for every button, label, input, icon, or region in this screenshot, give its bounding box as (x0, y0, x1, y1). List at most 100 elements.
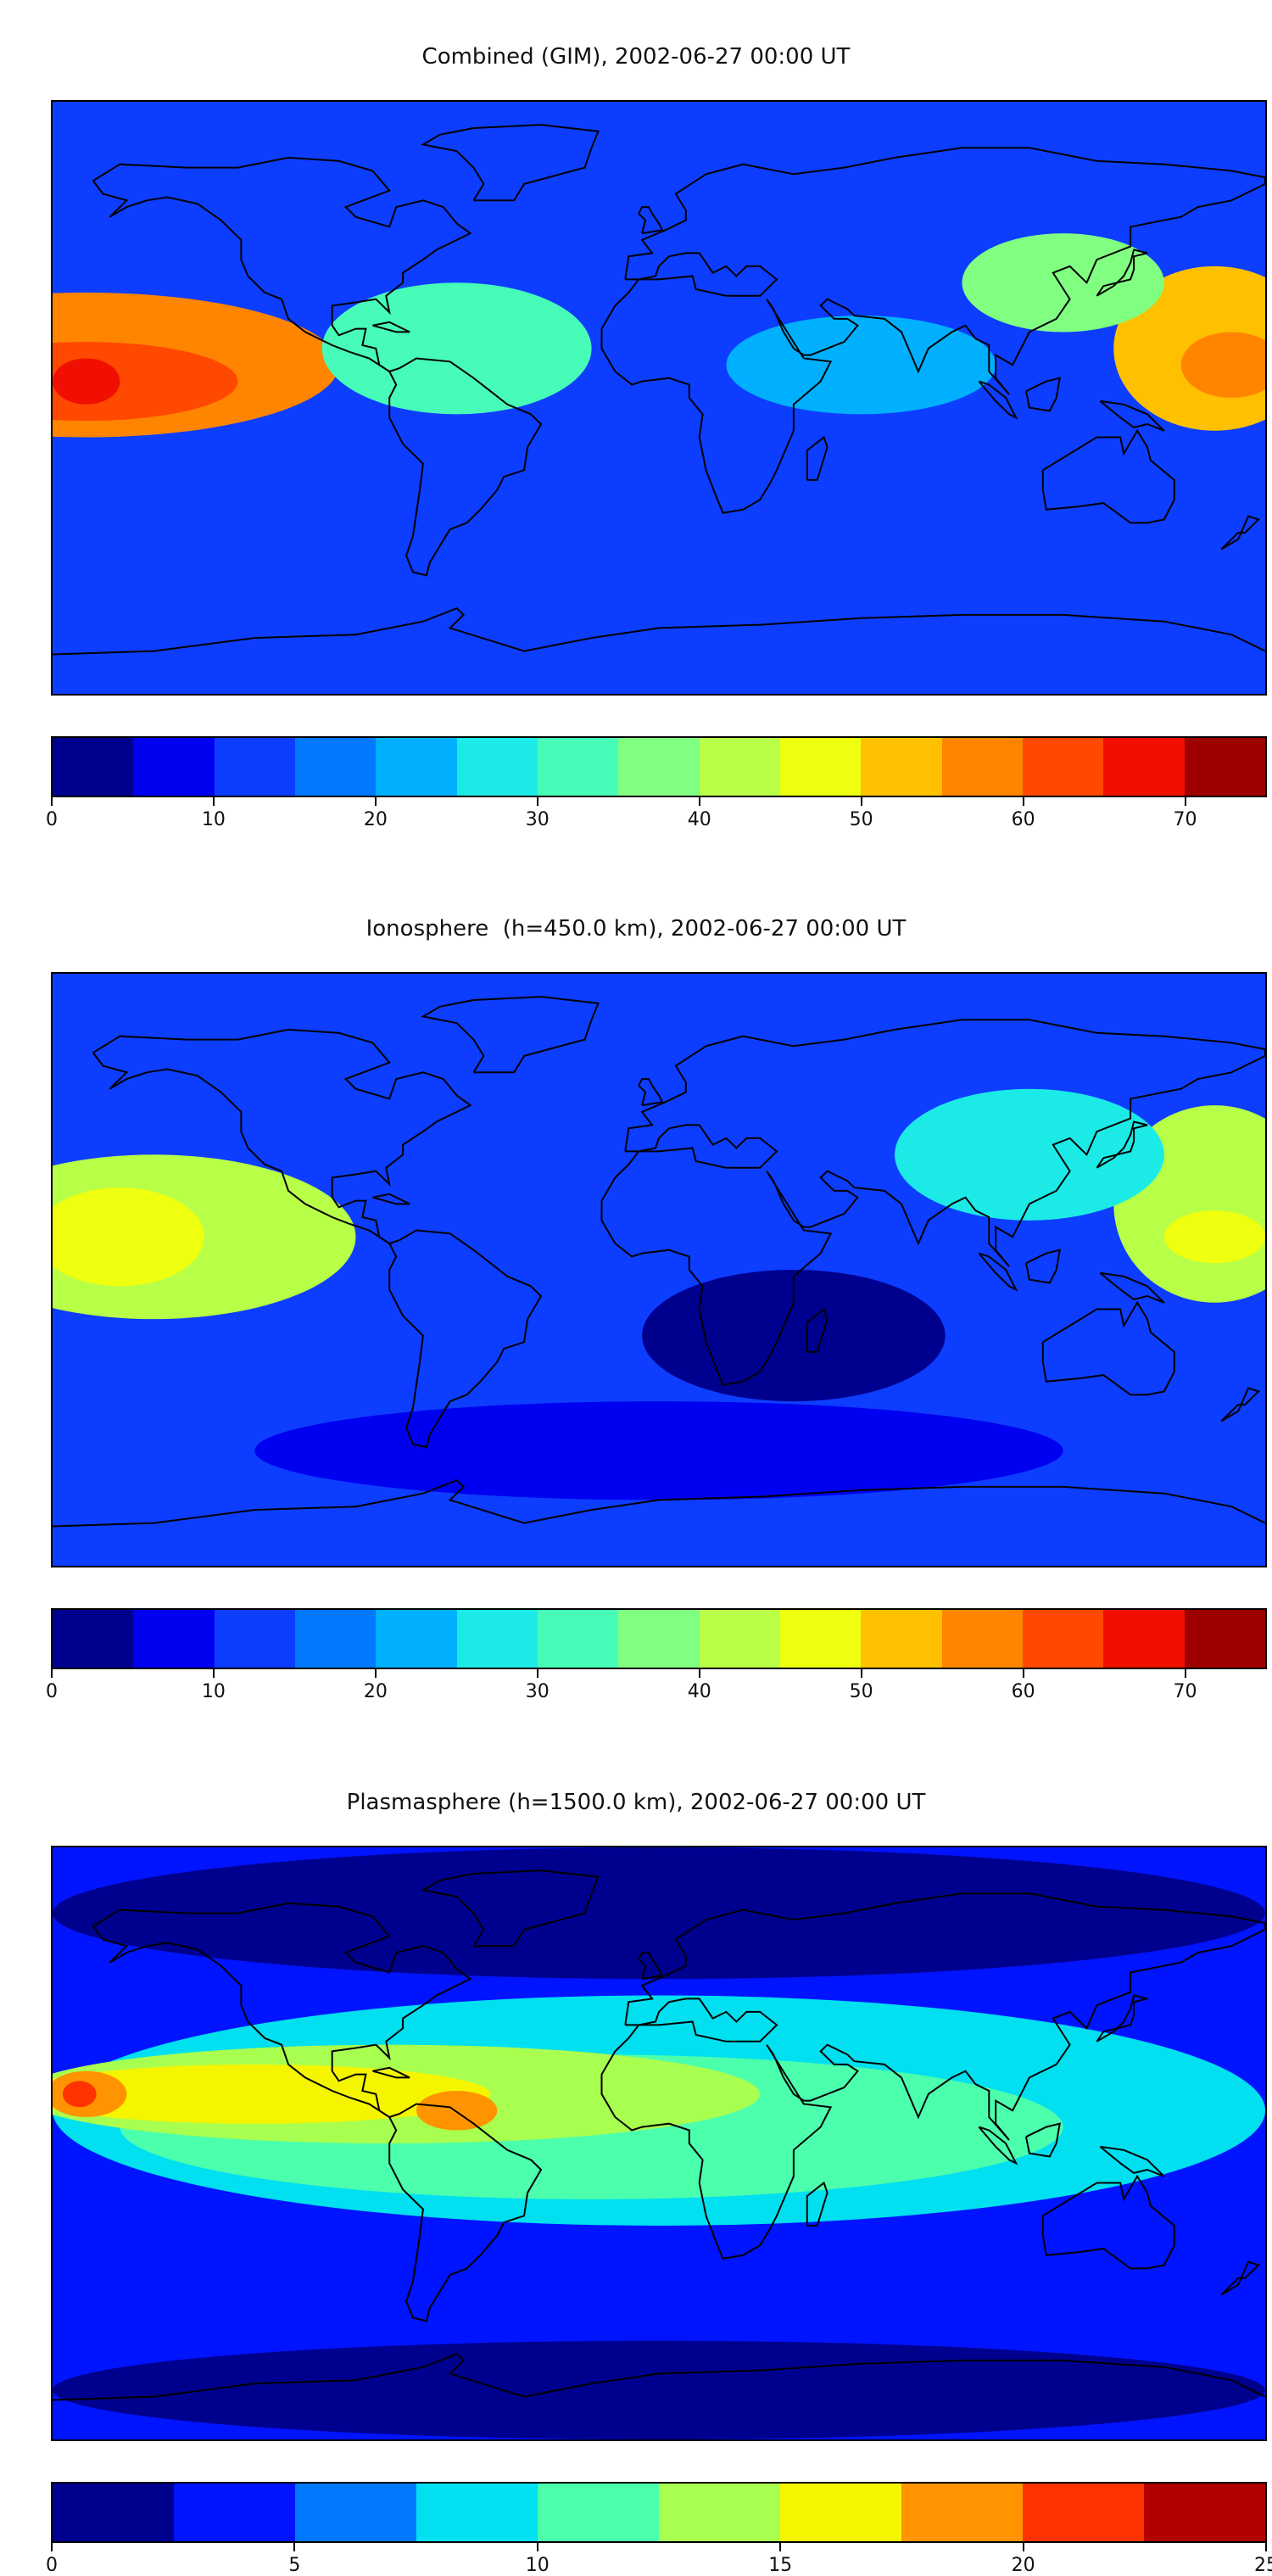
coastline-japan (1096, 249, 1148, 297)
colorbar-segment (174, 2484, 295, 2541)
panel-2-title: Ionosphere (h=450.0 km), 2002-06-27 00:0… (365, 916, 907, 942)
colorbar-segment (294, 738, 377, 796)
coastline-sumatra (978, 2126, 1018, 2165)
colorbar-tick-label: 20 (363, 1681, 388, 1702)
field-contour (726, 316, 996, 415)
coastline-antarctica (53, 607, 1265, 656)
colorbar-tick (51, 797, 53, 806)
coastline-australia (1041, 2174, 1175, 2270)
colorbar-segment (1144, 2484, 1265, 2541)
colorbar-segment (861, 738, 942, 796)
coastline-new-zealand (1220, 515, 1260, 550)
colorbar-segment (376, 738, 457, 796)
coastline-uk (637, 1952, 664, 1981)
colorbar-tick (374, 797, 377, 806)
colorbar-segment (538, 2484, 659, 2541)
panel-3-title: Plasmasphere (h=1500.0 km), 2002-06-27 0… (346, 1790, 926, 1815)
field-contour (642, 1270, 946, 1402)
colorbar-tick-label: 10 (525, 2555, 550, 2576)
colorbar-segment (618, 738, 700, 796)
field-contour (416, 2090, 498, 2131)
colorbar-segment (1184, 1610, 1265, 1668)
colorbar-tick (860, 797, 862, 806)
colorbar-tick (212, 1669, 215, 1678)
field-contour (53, 358, 120, 405)
colorbar-segment (699, 1610, 780, 1668)
coastline-antarctica (53, 2353, 1265, 2401)
colorbar-tick-label: 15 (768, 2555, 793, 2576)
colorbar-tick (536, 1669, 538, 1678)
colorbar-segment (376, 1610, 457, 1668)
colorbar-segment (779, 738, 862, 796)
colorbar-segment (1022, 738, 1104, 796)
colorbar-tick-label: 30 (525, 1681, 550, 1702)
field-contour (53, 2340, 1265, 2439)
colorbar-tick (698, 1669, 700, 1678)
coastline-greenland (421, 996, 600, 1074)
coastline-cuba (372, 321, 410, 333)
combined-map-plot (53, 102, 1265, 694)
colorbar-tick-label: 70 (1173, 809, 1197, 830)
coastline-new-guinea (1099, 400, 1165, 432)
colorbar-tick-label: 0 (46, 1681, 58, 1702)
colorbar-tick (51, 1669, 53, 1678)
colorbar-segment (901, 2484, 1023, 2541)
field-contour (254, 1401, 1063, 1500)
colorbar-tick (374, 1669, 377, 1678)
colorbar-segment (133, 1610, 215, 1668)
colorbar-tick-label: 30 (525, 809, 550, 830)
colorbar-segment (1023, 2484, 1144, 2541)
panel-1-title: Combined (GIM), 2002-06-27 00:00 UT (421, 44, 851, 70)
colorbar-tick-label: 5 (288, 2555, 301, 2576)
field-contour (1180, 332, 1265, 398)
colorbar-segment (780, 2484, 901, 2541)
coastline-australia (1041, 1300, 1175, 1396)
coastline-south-america (388, 357, 543, 577)
colorbar-tick-label: 20 (363, 809, 388, 830)
coastline-new-guinea (1099, 2145, 1165, 2177)
colorbar-segment (941, 738, 1023, 796)
combined-map (51, 100, 1267, 696)
plasmasphere-map-plot (53, 1847, 1265, 2439)
colorbar-segment (1103, 1610, 1185, 1668)
field-contour (62, 2081, 97, 2108)
coastline-greenland (421, 124, 600, 202)
coastline-australia (1041, 428, 1175, 524)
colorbar-segment (214, 738, 295, 796)
colorbar-segment (537, 1610, 619, 1668)
colorbar-segment (779, 1610, 862, 1668)
coastline-eurasia-africa (600, 147, 1265, 514)
ionosphere-map-plot (53, 974, 1265, 1566)
coastline-new-zealand (1220, 1387, 1260, 1422)
colorbar-tick-label: 50 (849, 809, 873, 830)
colorbar-tick-label: 40 (687, 809, 711, 830)
colorbar-tick (860, 1669, 862, 1678)
coastline-uk (637, 1078, 664, 1107)
colorbar-segment (941, 1610, 1023, 1668)
colorbar-tick-label: 60 (1011, 809, 1035, 830)
coastline-borneo (1025, 377, 1061, 412)
colorbar-segment (53, 738, 134, 796)
colorbar-tick (1184, 1669, 1186, 1678)
field-contour (53, 1847, 1265, 1980)
colorbar-tick-label: 20 (1011, 2555, 1035, 2576)
coastline-madagascar (806, 435, 828, 481)
colorbar-tick (698, 797, 700, 806)
colorbar-tick-label: 10 (201, 809, 226, 830)
field-contour (321, 282, 592, 415)
coastline-borneo (1025, 2122, 1061, 2158)
colorbar-segment (416, 2484, 538, 2541)
colorbar-1 (51, 736, 1267, 797)
coastline-sumatra (978, 1252, 1018, 1292)
colorbar-tick (1022, 1669, 1024, 1678)
colorbar-tick-label: 70 (1173, 1681, 1197, 1702)
colorbar-segment (659, 2484, 780, 2541)
colorbar-segment (456, 1610, 538, 1668)
colorbar-segment (456, 738, 538, 796)
colorbar-segment (537, 738, 619, 796)
colorbar-tick-label: 40 (687, 1681, 711, 1702)
coastline-cuba (372, 1193, 410, 1205)
colorbar-tick-label: 10 (201, 1681, 226, 1702)
plasmasphere-map (51, 1846, 1267, 2441)
coastline-south-america (388, 1229, 543, 1449)
